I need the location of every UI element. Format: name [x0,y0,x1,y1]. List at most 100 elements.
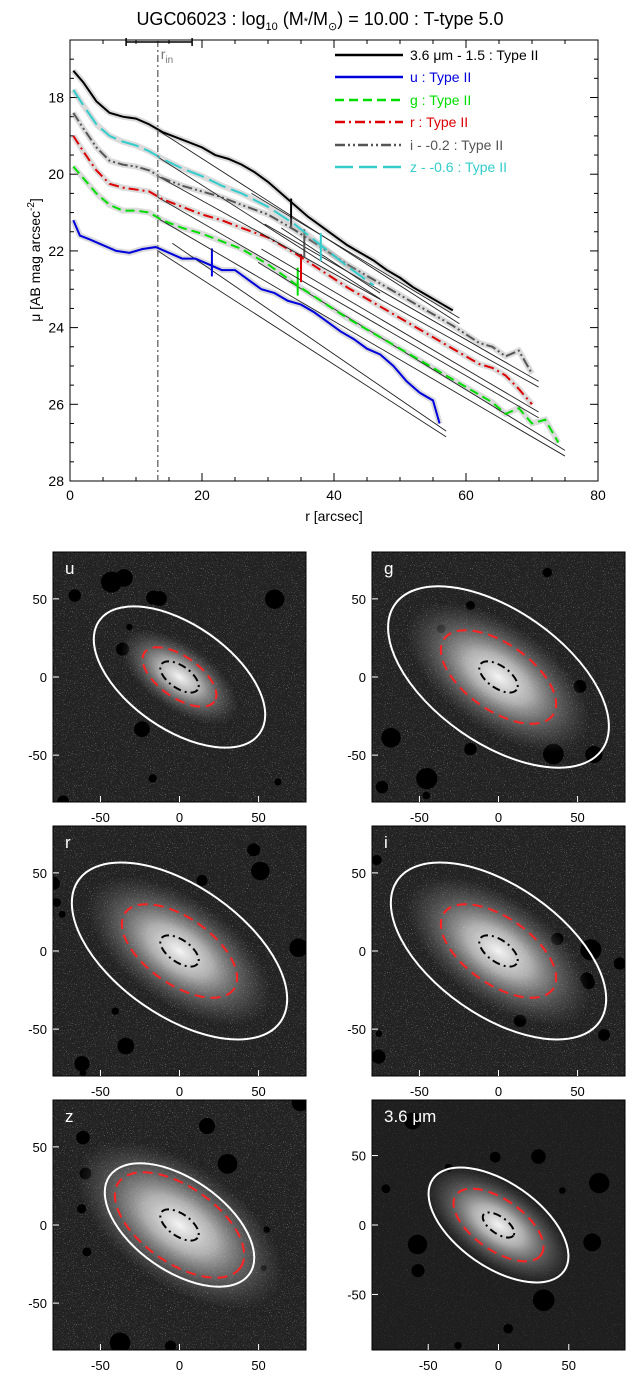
panel-x-tick-label: 50 [251,1084,265,1099]
isophote-ellipse [478,934,519,968]
panel-x-tick-label: 0 [176,1084,183,1099]
panel-y-tick-label: 0 [359,944,366,959]
image-panel-3: r -50 0 50 50 0 -50 [28,825,307,1099]
galaxy-glow [76,1140,283,1310]
series-fit-line-inner [157,217,566,457]
mask-blob [531,1149,546,1164]
isophote-ellipse [159,1208,200,1242]
mask-blob [217,1153,238,1174]
mask-blob [411,1264,425,1278]
panel-band-label: i [384,833,388,852]
panel-y-tick-label: 50 [352,866,366,881]
profile-plot: 0 20 40 60 80 18 20 22 24 26 28 rin 3.6 μm - 1.5 :… [26,38,606,524]
mask-blob [76,1130,90,1145]
isophote-ellipse [70,861,289,1041]
panel-x-tick-label: 50 [251,1358,265,1373]
x-axis-label: r [arcsec] [305,508,363,524]
panel-y-tick-label: 0 [40,944,47,959]
x-tick-label: 40 [326,487,342,503]
x-tick-label: 80 [590,487,606,503]
panel-y-tick-label: 0 [40,1218,47,1233]
image-panel-6: 3.6 μm -50 0 50 50 0 -50 [347,1099,626,1373]
mask-blob [111,1007,119,1015]
panel-x-tick-label: 50 [251,810,265,825]
panel-x-tick-label: 0 [495,1358,502,1373]
mask-blob [164,1340,177,1350]
mask-blob [416,767,438,790]
mask-blob [199,1118,216,1135]
panel-x-tick-label: -50 [91,1358,110,1373]
isophote-ellipse [92,605,267,749]
isophote-ellipse [481,1211,516,1239]
series-line [72,112,533,375]
mask-blob [381,1184,391,1194]
x-tick-label: 20 [194,487,210,503]
mask-blob [583,1233,602,1252]
mask-blob [57,795,70,802]
mask-blob [115,569,133,587]
series-line [72,89,375,287]
panel-x-tick-label: -50 [410,810,429,825]
isophote-ellipse [439,903,558,999]
mask-blob [148,774,157,783]
mask-blob [68,589,81,602]
legend-label: u : Type II [410,69,471,85]
mask-blob [464,742,477,756]
panel-y-tick-label: 50 [33,592,47,607]
panel-y-tick-label: 50 [352,592,366,607]
y-tick-label: 22 [48,243,64,259]
panel-band-label: z [65,1107,74,1126]
panel-y-tick-label: 50 [33,1140,47,1155]
panel-y-tick-label: -50 [347,1022,366,1037]
rin-label: rin [161,46,173,66]
galaxy-glow [87,876,272,1026]
series-fit-line-inner [157,156,381,300]
y-tick-label: 20 [48,166,64,182]
mask-blob [454,1341,462,1350]
series-fit-line-inner [157,250,447,438]
isophote-ellipse [452,1187,545,1263]
mask-blob [274,778,282,786]
isophote-ellipse [120,903,239,999]
mask-blob [247,843,261,857]
panel-y-tick-label: -50 [28,1022,47,1037]
isophote-ellipse [103,1162,256,1288]
series-line [72,165,560,444]
mask-blob [53,876,61,890]
panel-band-label: 3.6 μm [384,1107,436,1126]
mask-blob [532,1289,555,1312]
series-fit-line-outer [280,227,381,294]
x-tick-label: 60 [458,487,474,503]
mask-blob [74,1056,90,1072]
mask-blob [559,1187,566,1194]
isophote-ellipse [478,660,519,694]
series-fit-line-outer [261,248,539,413]
panel-y-tick-label: -50 [28,1296,47,1311]
isophote-ellipse [159,660,200,694]
mask-blob [372,1049,386,1064]
galaxy-glow [406,876,591,1026]
mask-blob [375,1030,383,1038]
mask-blob [381,728,401,748]
mask-blob [372,855,382,866]
mask-blob [289,938,306,958]
mask-blob [134,721,150,738]
profile-lines [70,68,566,457]
mask-blob [251,861,270,881]
legend-item-u: u : Type II [335,69,471,85]
figure-title: UGC06023 : log10 (M*/M⊙) = 10.00 : T-typ… [136,9,503,33]
panel-y-tick-label: 50 [33,866,47,881]
mask-blob [489,1151,501,1163]
y-tick-label: 18 [48,90,64,106]
legend-item-z: z - -0.6 : Type II [335,159,507,175]
mask-blob [613,957,625,970]
y-axis-label: μ [AB mag arcsec-2] [26,198,43,322]
x-tick-label: 0 [66,487,74,503]
y-tick-label: 24 [48,320,64,336]
mask-blob [404,1112,421,1130]
mask-blob [109,1332,131,1350]
mask-blob [585,746,603,764]
series-line [72,135,533,405]
panel-x-tick-label: -50 [91,1084,110,1099]
panel-x-tick-label: 0 [176,1358,183,1373]
